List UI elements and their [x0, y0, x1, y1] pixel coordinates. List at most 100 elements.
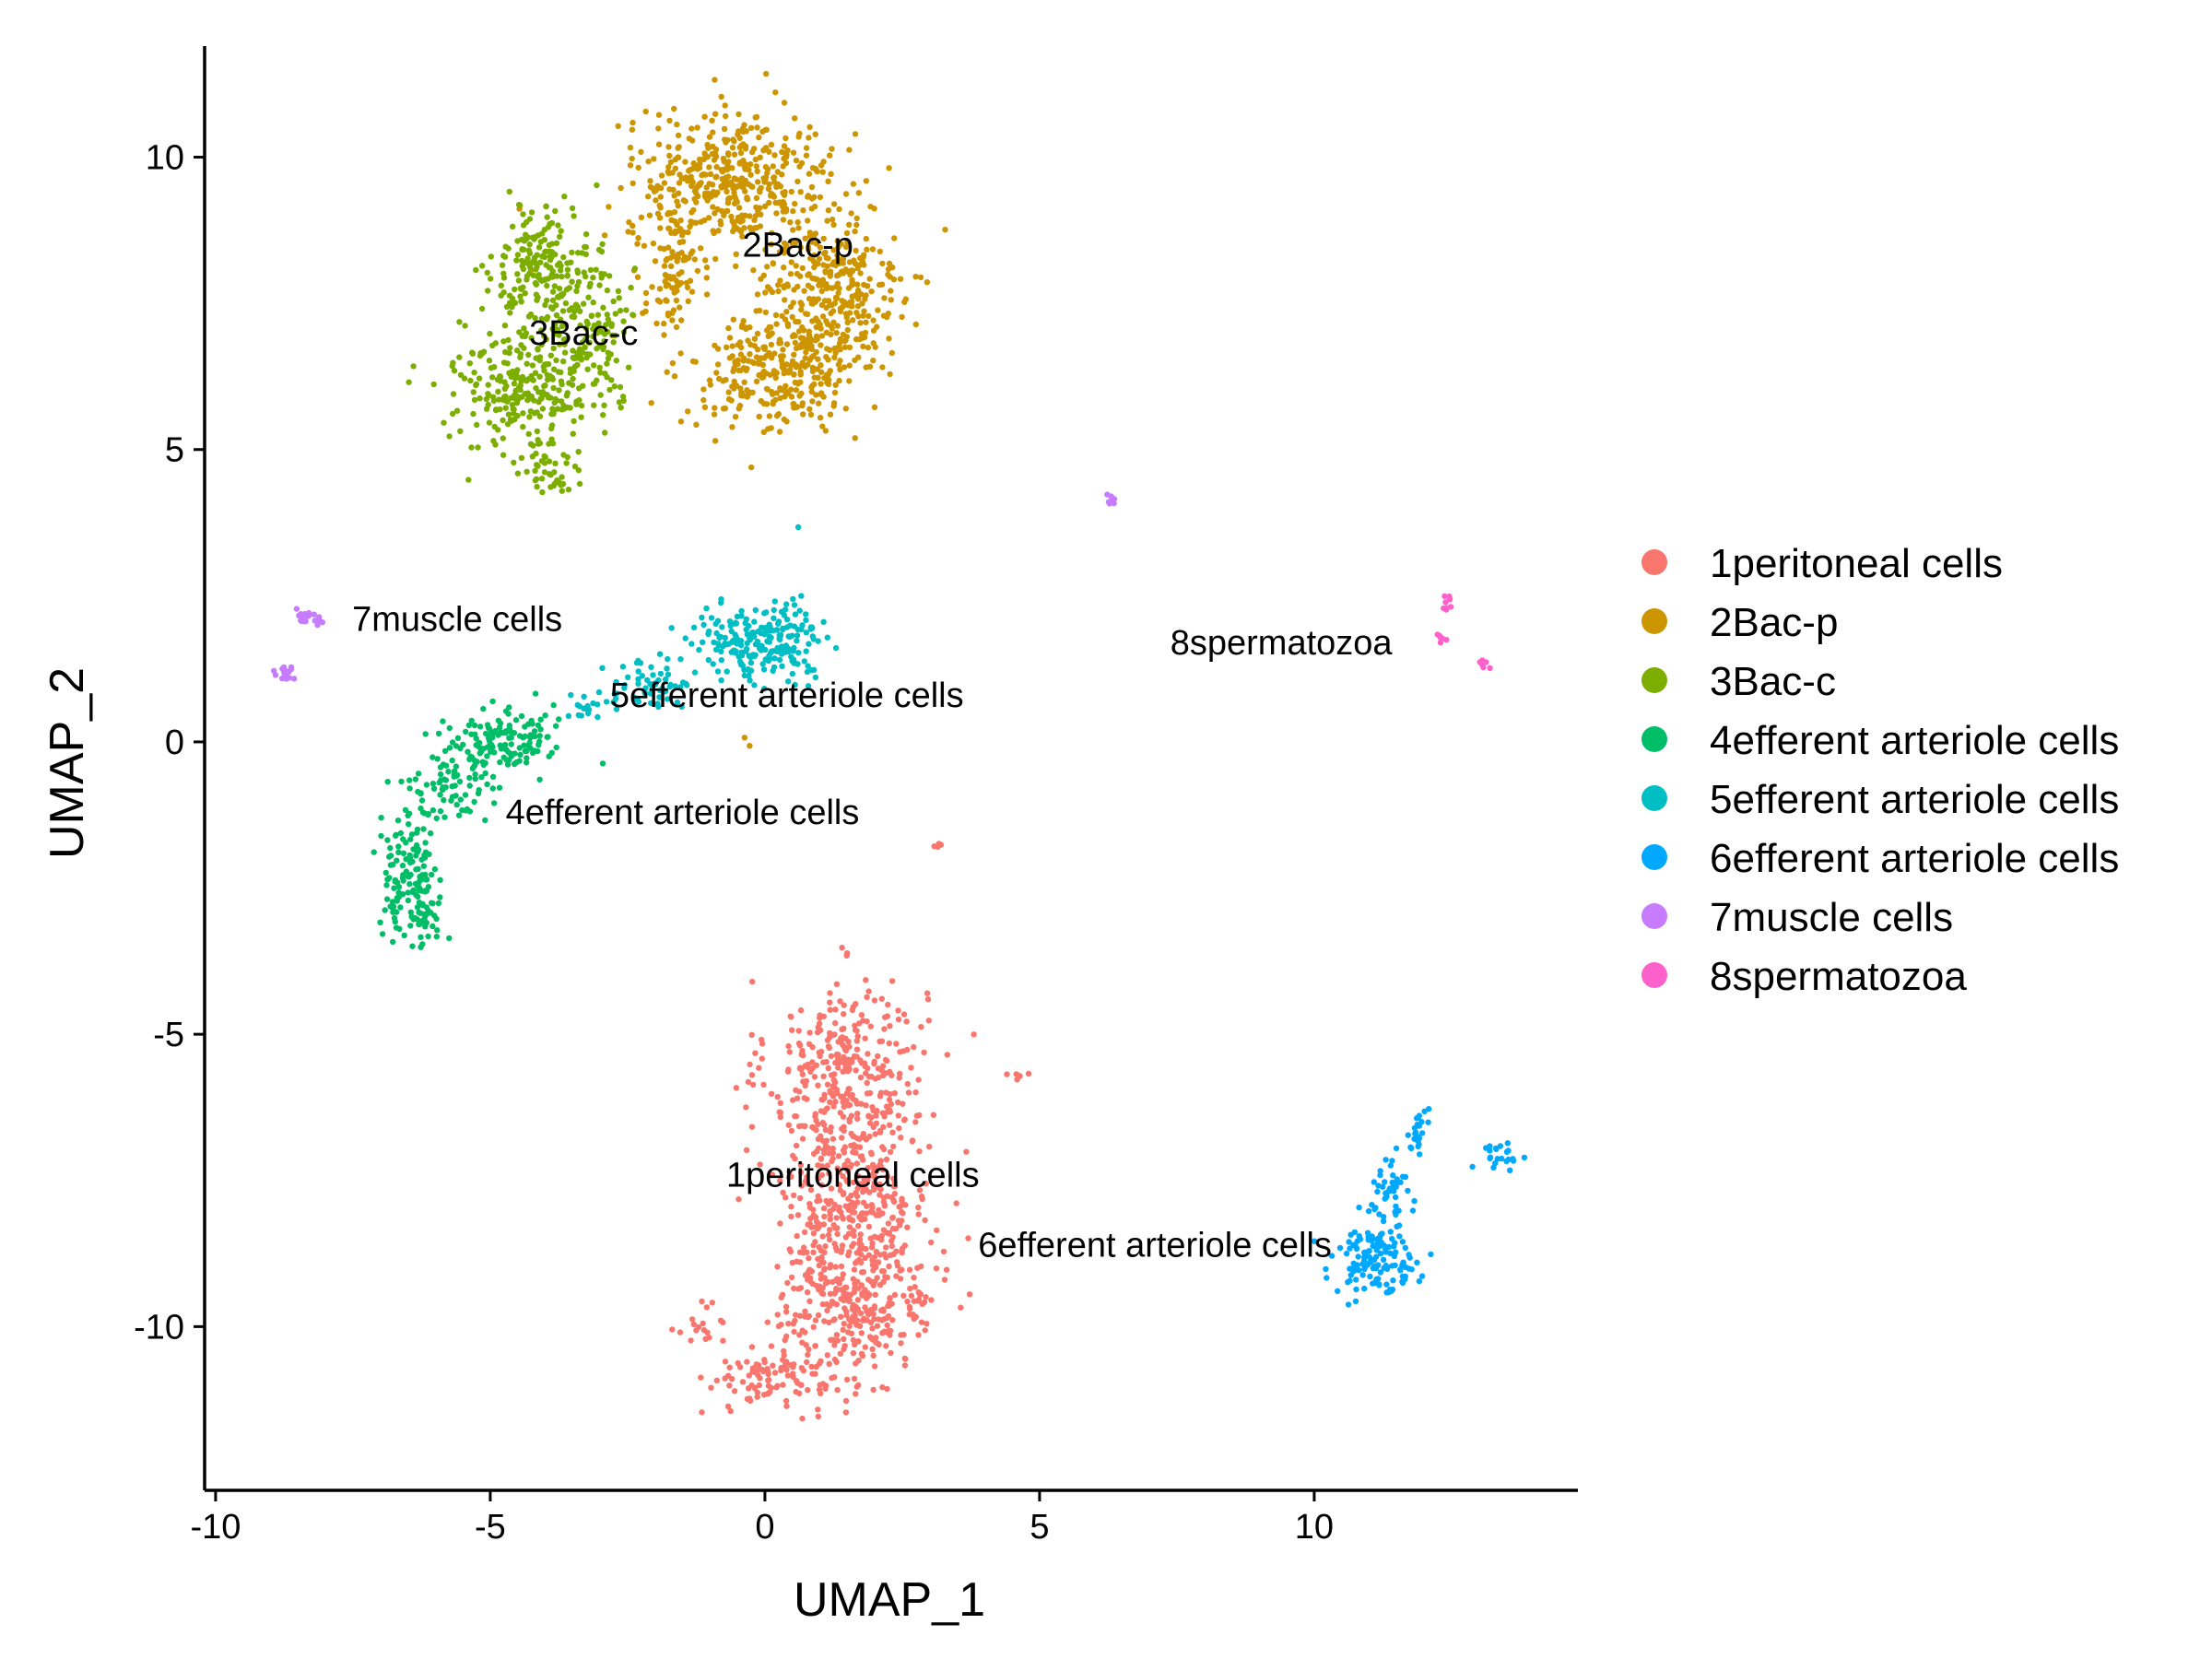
data-point — [795, 328, 803, 335]
data-point — [792, 1317, 798, 1324]
data-point — [400, 836, 406, 842]
data-point — [1351, 1229, 1359, 1236]
data-point — [511, 730, 518, 736]
data-point — [452, 782, 458, 789]
data-point — [866, 1089, 874, 1097]
data-point — [798, 1182, 805, 1189]
data-point — [748, 1124, 756, 1130]
data-point — [676, 271, 682, 277]
data-point — [795, 650, 802, 656]
data-point — [840, 1057, 846, 1064]
data-point — [678, 703, 685, 710]
data-point — [928, 1297, 935, 1303]
data-point — [773, 627, 780, 633]
data-point — [866, 1189, 873, 1195]
data-point — [818, 288, 825, 295]
data-point — [840, 1216, 846, 1222]
data-point — [1487, 1155, 1493, 1162]
data-point — [516, 733, 524, 739]
data-point — [798, 593, 805, 599]
data-point — [902, 1202, 909, 1208]
data-point — [806, 406, 813, 412]
data-point — [701, 190, 709, 197]
data-point — [729, 218, 735, 225]
data-point — [747, 213, 753, 219]
cluster-label-4: 4efferent arteriole cells — [506, 794, 860, 832]
data-point — [789, 1259, 795, 1266]
data-point — [440, 761, 447, 768]
data-point — [816, 1221, 823, 1228]
data-point — [816, 400, 822, 406]
data-point — [795, 1040, 803, 1047]
data-point — [833, 981, 841, 988]
data-point — [888, 288, 894, 294]
data-point — [524, 360, 530, 367]
data-point — [842, 1397, 850, 1405]
data-point — [777, 1220, 783, 1227]
data-point — [387, 844, 394, 852]
data-point — [746, 181, 752, 187]
data-point — [793, 1378, 800, 1384]
data-point — [766, 199, 772, 206]
data-point — [617, 383, 624, 391]
data-point — [1311, 1238, 1318, 1244]
data-point — [578, 414, 584, 420]
data-point — [756, 1382, 762, 1389]
data-point — [544, 282, 550, 289]
data-point — [840, 260, 846, 266]
data-point — [806, 1204, 814, 1211]
data-point — [1343, 1250, 1350, 1257]
data-point — [689, 358, 697, 365]
data-point — [828, 310, 834, 317]
data-point — [824, 346, 830, 352]
data-point — [553, 331, 559, 337]
data-point — [779, 312, 785, 320]
data-point — [832, 1264, 839, 1270]
data-point — [706, 377, 713, 383]
data-point — [514, 252, 522, 258]
data-point — [843, 1098, 850, 1104]
y-tick-label: -10 — [134, 1308, 184, 1347]
data-point — [782, 159, 790, 167]
data-point — [803, 145, 810, 151]
data-point — [785, 1320, 792, 1327]
data-point — [713, 164, 720, 171]
data-point — [818, 1289, 825, 1297]
data-point — [746, 673, 752, 679]
data-point — [877, 1093, 884, 1100]
data-point — [546, 753, 552, 759]
data-point — [751, 653, 758, 660]
data-point — [400, 850, 407, 856]
data-point — [655, 112, 663, 118]
data-point — [871, 1186, 877, 1194]
data-point — [806, 171, 813, 177]
data-point — [820, 235, 827, 242]
data-point — [489, 698, 496, 705]
data-point — [879, 1144, 886, 1150]
data-point — [836, 377, 842, 384]
data-point — [807, 1186, 815, 1194]
data-point — [683, 279, 690, 287]
data-point — [857, 320, 864, 326]
data-point — [916, 1187, 924, 1194]
data-point — [791, 602, 798, 608]
data-point — [689, 137, 696, 144]
data-point — [815, 356, 821, 362]
data-point — [621, 685, 628, 691]
data-point — [579, 349, 586, 356]
data-point — [865, 988, 872, 994]
data-point — [841, 344, 849, 350]
data-point — [731, 620, 738, 627]
data-point — [759, 1055, 765, 1062]
data-point — [736, 1364, 744, 1371]
data-point — [731, 1388, 738, 1394]
data-point — [850, 1179, 856, 1186]
data-point — [648, 664, 654, 670]
data-point — [877, 248, 883, 255]
data-point — [792, 339, 799, 346]
data-point — [666, 117, 673, 124]
data-point — [626, 218, 632, 226]
data-point — [426, 851, 432, 858]
data-point — [726, 194, 734, 202]
